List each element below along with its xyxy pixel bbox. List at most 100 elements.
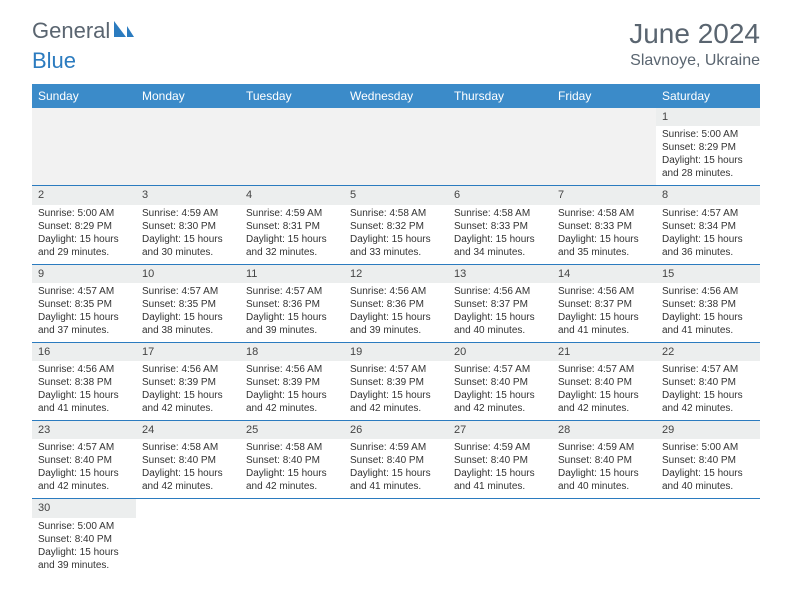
day-cell [552,108,656,186]
sunrise-text: Sunrise: 4:56 AM [454,285,546,298]
daylight2-text: and 29 minutes. [38,246,130,259]
daylight2-text: and 41 minutes. [662,324,754,337]
sunset-text: Sunset: 8:40 PM [454,376,546,389]
date-number: 22 [656,343,760,361]
sunset-text: Sunset: 8:33 PM [454,220,546,233]
day-cell: 11Sunrise: 4:57 AMSunset: 8:36 PMDayligh… [240,264,344,342]
week-row: 23Sunrise: 4:57 AMSunset: 8:40 PMDayligh… [32,421,760,499]
day-cell: 12Sunrise: 4:56 AMSunset: 8:36 PMDayligh… [344,264,448,342]
sunrise-text: Sunrise: 4:57 AM [350,363,442,376]
date-number: 27 [448,421,552,439]
day-header: Wednesday [344,84,448,108]
day-cell: 13Sunrise: 4:56 AMSunset: 8:37 PMDayligh… [448,264,552,342]
sunset-text: Sunset: 8:32 PM [350,220,442,233]
date-number: 11 [240,265,344,283]
logo-sail-icon [112,19,134,44]
day-cell: 18Sunrise: 4:56 AMSunset: 8:39 PMDayligh… [240,342,344,420]
sunset-text: Sunset: 8:35 PM [38,298,130,311]
daylight2-text: and 41 minutes. [38,402,130,415]
sunrise-text: Sunrise: 4:57 AM [38,441,130,454]
day-cell: 27 Sunrise: 4:59 AMSunset: 8:40 PMDayligh… [448,421,552,499]
sunset-text: Sunset: 8:37 PM [454,298,546,311]
sunset-text: Sunset: 8:36 PM [246,298,338,311]
daylight1-text: Daylight: 15 hours [662,467,754,480]
day-cell: 19Sunrise: 4:57 AMSunset: 8:39 PMDayligh… [344,342,448,420]
sunrise-text: Sunrise: 4:59 AM [454,441,546,454]
daylight1-text: Daylight: 15 hours [142,311,234,324]
day-cell [552,499,656,577]
daylight1-text: Daylight: 15 hours [454,467,546,480]
day-cell: 10Sunrise: 4:57 AMSunset: 8:35 PMDayligh… [136,264,240,342]
date-number: 21 [552,343,656,361]
date-number: 7 [552,186,656,204]
daylight2-text: and 37 minutes. [38,324,130,337]
day-header-row: Sunday Monday Tuesday Wednesday Thursday… [32,84,760,108]
daylight1-text: Daylight: 15 hours [350,311,442,324]
daylight2-text: and 42 minutes. [142,402,234,415]
date-number: 12 [344,265,448,283]
sunset-text: Sunset: 8:40 PM [454,454,546,467]
sunrise-text: Sunrise: 4:59 AM [558,441,650,454]
daylight1-text: Daylight: 15 hours [558,389,650,402]
daylight2-text: and 42 minutes. [142,480,234,493]
date-number: 30 [32,499,136,517]
day-cell: 4Sunrise: 4:59 AMSunset: 8:31 PMDaylight… [240,186,344,264]
logo-text-general: General [32,18,110,44]
day-cell: 3Sunrise: 4:59 AMSunset: 8:30 PMDaylight… [136,186,240,264]
day-cell: 29Sunrise: 5:00 AMSunset: 8:40 PMDayligh… [656,421,760,499]
sunrise-text: Sunrise: 4:59 AM [142,207,234,220]
sunset-text: Sunset: 8:40 PM [558,454,650,467]
sunrise-text: Sunrise: 4:56 AM [142,363,234,376]
date-number: 25 [240,421,344,439]
daylight2-text: and 42 minutes. [246,402,338,415]
sunrise-text: Sunrise: 4:58 AM [454,207,546,220]
daylight2-text: and 41 minutes. [454,480,546,493]
daylight1-text: Daylight: 15 hours [38,546,130,559]
location-label: Slavnoye, Ukraine [629,52,760,70]
date-number: 28 [552,421,656,439]
date-number: 19 [344,343,448,361]
calendar-table: Sunday Monday Tuesday Wednesday Thursday… [32,84,760,577]
sunrise-text: Sunrise: 5:00 AM [662,128,754,141]
daylight2-text: and 39 minutes. [350,324,442,337]
day-cell: 2Sunrise: 5:00 AMSunset: 8:29 PMDaylight… [32,186,136,264]
daylight2-text: and 40 minutes. [558,480,650,493]
sunrise-text: Sunrise: 4:59 AM [350,441,442,454]
day-cell: 26Sunrise: 4:59 AMSunset: 8:40 PMDayligh… [344,421,448,499]
daylight2-text: and 36 minutes. [662,246,754,259]
date-number: 26 [344,421,448,439]
day-cell: 22Sunrise: 4:57 AMSunset: 8:40 PMDayligh… [656,342,760,420]
day-header: Friday [552,84,656,108]
sunrise-text: Sunrise: 5:00 AM [662,441,754,454]
day-header: Sunday [32,84,136,108]
date-number: 15 [656,265,760,283]
sunrise-text: Sunrise: 4:56 AM [246,363,338,376]
logo-text-blue: Blue [32,48,76,73]
calendar-body: 1Sunrise: 5:00 AMSunset: 8:29 PMDaylight… [32,108,760,577]
day-cell: 24Sunrise: 4:58 AMSunset: 8:40 PMDayligh… [136,421,240,499]
day-cell: 20Sunrise: 4:57 AMSunset: 8:40 PMDayligh… [448,342,552,420]
date-number: 5 [344,186,448,204]
day-cell [240,108,344,186]
daylight1-text: Daylight: 15 hours [662,154,754,167]
daylight1-text: Daylight: 15 hours [38,389,130,402]
daylight1-text: Daylight: 15 hours [558,233,650,246]
daylight1-text: Daylight: 15 hours [558,311,650,324]
sunset-text: Sunset: 8:30 PM [142,220,234,233]
daylight1-text: Daylight: 15 hours [142,233,234,246]
daylight2-text: and 42 minutes. [662,402,754,415]
day-header: Saturday [656,84,760,108]
day-cell: 7Sunrise: 4:58 AMSunset: 8:33 PMDaylight… [552,186,656,264]
day-cell: 21Sunrise: 4:57 AMSunset: 8:40 PMDayligh… [552,342,656,420]
daylight1-text: Daylight: 15 hours [38,467,130,480]
daylight1-text: Daylight: 15 hours [350,389,442,402]
daylight2-text: and 30 minutes. [142,246,234,259]
sunset-text: Sunset: 8:40 PM [662,376,754,389]
day-cell [136,108,240,186]
day-cell [448,499,552,577]
day-cell: 14Sunrise: 4:56 AMSunset: 8:37 PMDayligh… [552,264,656,342]
daylight2-text: and 32 minutes. [246,246,338,259]
date-number: 2 [32,186,136,204]
sunrise-text: Sunrise: 5:00 AM [38,207,130,220]
sunset-text: Sunset: 8:36 PM [350,298,442,311]
